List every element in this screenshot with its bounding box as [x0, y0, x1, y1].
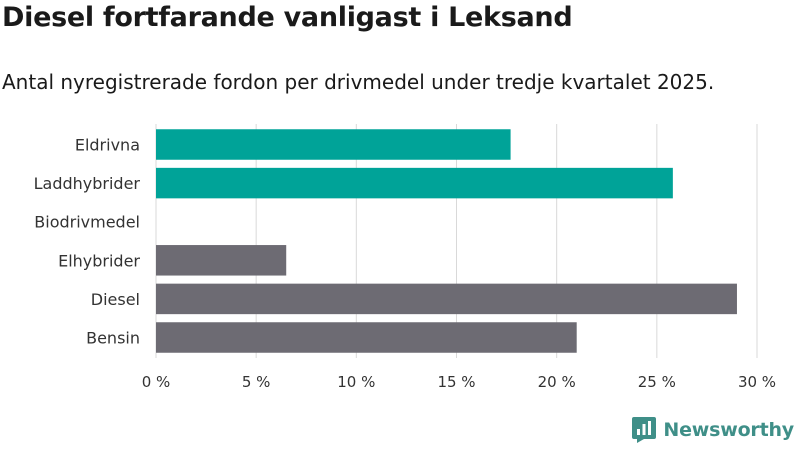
category-label: Biodrivmedel: [34, 213, 140, 232]
category-label: Bensin: [86, 329, 140, 348]
x-tick-label: 0 %: [142, 373, 171, 391]
x-tick-label: 25 %: [638, 373, 676, 391]
chart-subtitle: Antal nyregistrerade fordon per drivmede…: [2, 70, 715, 94]
bar-laddhybrider: [156, 167, 673, 199]
brand-name: Newsworthy: [663, 419, 794, 441]
newsworthy-brand: Newsworthy: [631, 416, 794, 444]
category-label: Elhybrider: [58, 251, 140, 270]
newsworthy-logo-icon: [632, 417, 657, 443]
x-tick-label: 15 %: [437, 373, 475, 391]
x-tick-label: 10 %: [337, 373, 375, 391]
bar-eldrivna: [156, 129, 511, 160]
x-tick-label: 5 %: [242, 373, 271, 391]
bar-elhybrider: [156, 245, 287, 276]
category-labels: Eldrivna Laddhybrider Biodrivmedel Elhybrid…: [34, 136, 141, 348]
grid-layer: [155, 124, 758, 358]
x-tick-label: 30 %: [738, 373, 776, 391]
x-tick-label: 20 %: [538, 373, 576, 391]
bar-layer: [156, 129, 737, 353]
bar-diesel: [156, 283, 737, 315]
category-label: Eldrivna: [75, 136, 140, 155]
x-axis-ticks: 0 % 5 % 10 % 15 % 20 % 25 % 30 %: [142, 373, 776, 391]
category-label: Diesel: [91, 290, 140, 309]
category-label: Laddhybrider: [34, 174, 141, 193]
bar-bensin: [156, 322, 577, 353]
chart-title: Diesel fortfarande vanligast i Leksand: [2, 2, 573, 33]
